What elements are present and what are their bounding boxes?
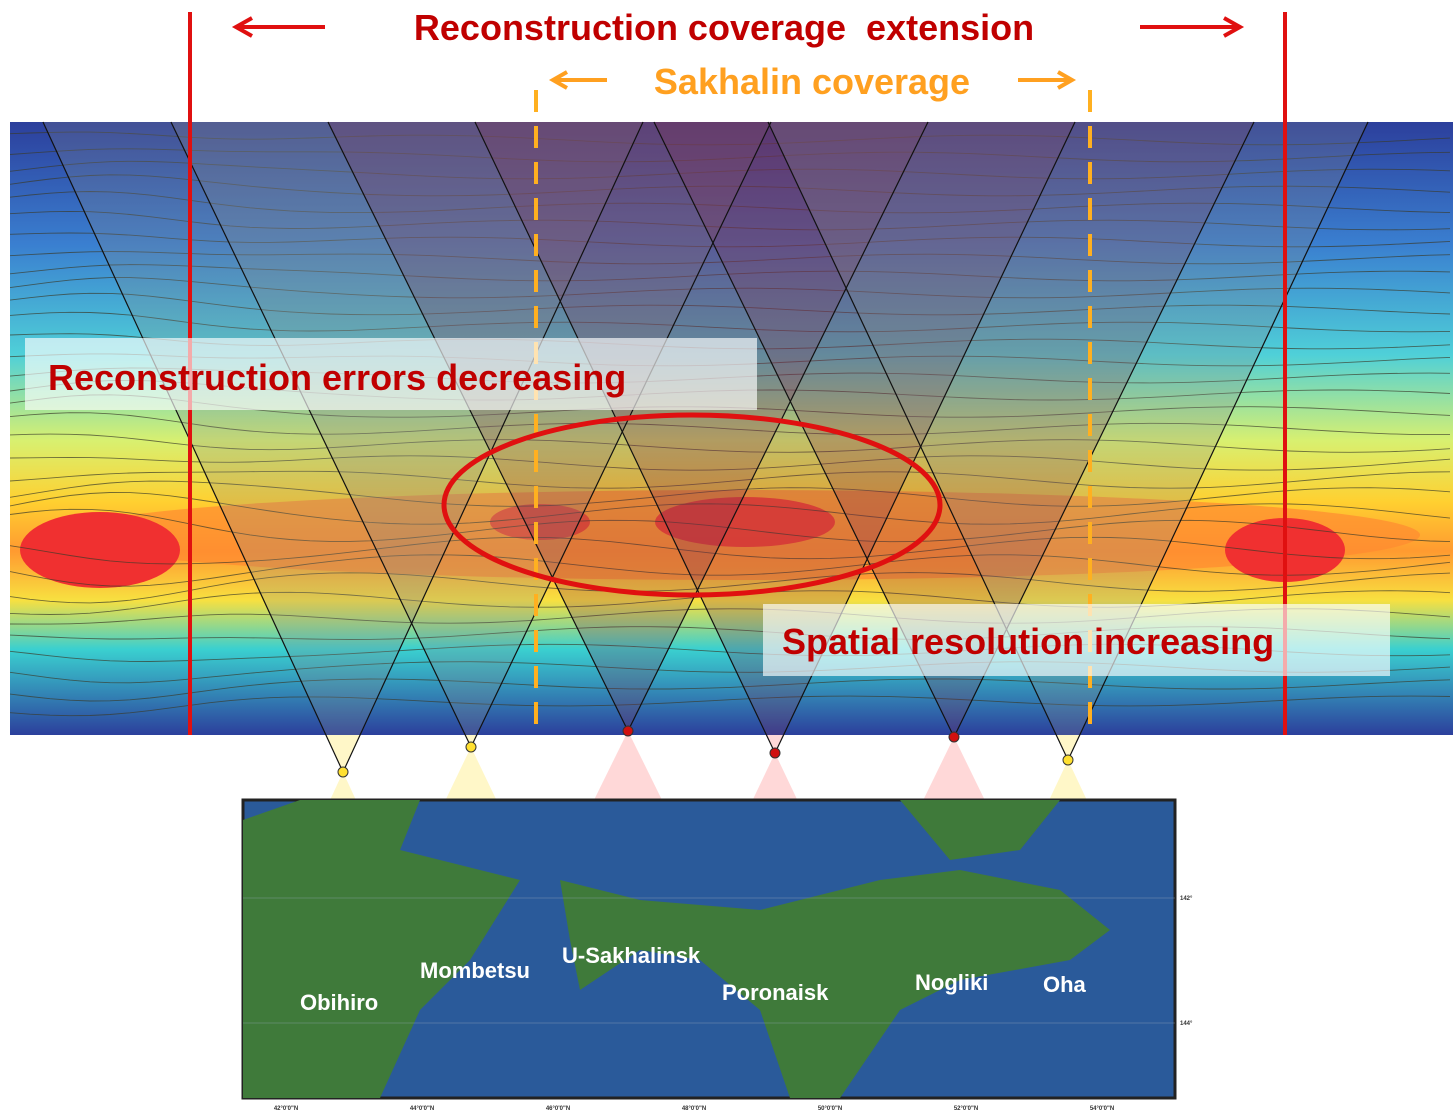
cone-base (594, 735, 662, 800)
map-y-label: 142° (1180, 896, 1193, 902)
map-x-label: 52°0'0"N (954, 1106, 978, 1112)
map-x-label: 50°0'0"N (818, 1106, 842, 1112)
map-x-label: 54°0'0"N (1090, 1106, 1114, 1112)
arrow (236, 18, 325, 36)
station-dot (1063, 755, 1073, 765)
station-label: Obihiro (300, 990, 378, 1015)
annotation: Spatial resolution increasing (782, 621, 1274, 662)
annotation: Reconstruction errors decreasing (48, 357, 626, 398)
map-x-label: 44°0'0"N (410, 1106, 434, 1112)
station-label: Nogliki (915, 970, 988, 995)
page: Obihiro Mombetsu U-Sakhalinsk Poronaisk Nogl… (0, 0, 1453, 1116)
map-y-label: 144° (1180, 1021, 1193, 1027)
arrow (1140, 18, 1240, 36)
cone-base (753, 735, 798, 800)
station-label: Mombetsu (420, 958, 530, 983)
station-label: U-Sakhalinsk (562, 943, 701, 968)
station-dot (338, 767, 348, 777)
map-x-label: 46°0'0"N (546, 1106, 570, 1112)
cone-base (1049, 735, 1087, 800)
cone-base (923, 735, 984, 800)
arrow (1018, 72, 1072, 88)
station-dot (949, 732, 959, 742)
map-x-label: 48°0'0"N (682, 1106, 706, 1112)
arrow (553, 72, 607, 88)
station-dot (466, 742, 476, 752)
diagram: Obihiro Mombetsu U-Sakhalinsk Poronaisk Nogl… (0, 0, 1453, 1116)
station-label: Poronaisk (722, 980, 829, 1005)
map-x-label: 42°0'0"N (274, 1106, 298, 1112)
subtitle: Sakhalin coverage (654, 61, 970, 102)
station-dot (770, 748, 780, 758)
station-label: Oha (1043, 972, 1087, 997)
map (243, 800, 1175, 1098)
title: Reconstruction coverage extension (414, 7, 1034, 48)
station-dot (623, 726, 633, 736)
